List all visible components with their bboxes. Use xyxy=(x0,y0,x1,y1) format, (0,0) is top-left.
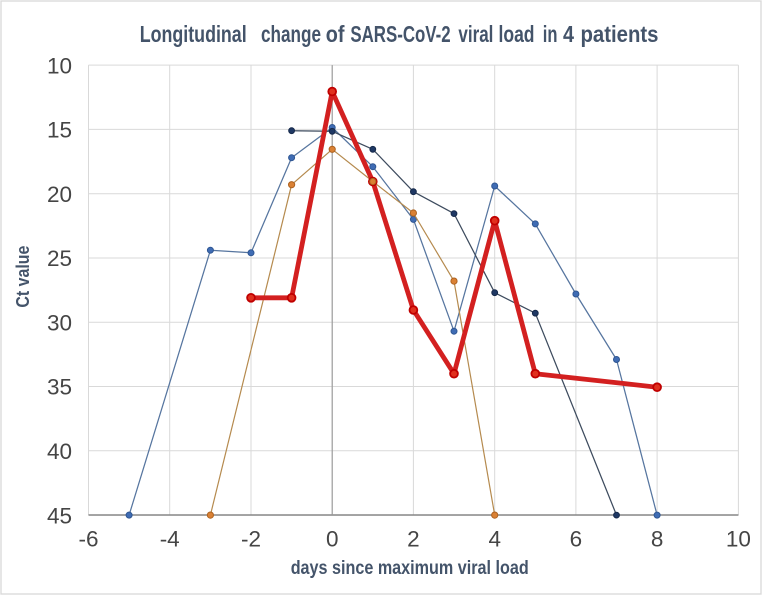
svg-text:days since maximum viral load: days since maximum viral load xyxy=(291,557,529,579)
svg-text:2: 2 xyxy=(407,527,420,552)
svg-text:8: 8 xyxy=(651,527,664,552)
svg-text:4: 4 xyxy=(488,527,501,552)
svg-text:10: 10 xyxy=(726,527,751,552)
svg-text:30: 30 xyxy=(47,310,72,335)
svg-text:45: 45 xyxy=(47,503,72,528)
svg-text:40: 40 xyxy=(47,439,72,464)
svg-text:-2: -2 xyxy=(241,527,261,552)
svg-text:10: 10 xyxy=(47,53,72,78)
svg-text:-6: -6 xyxy=(78,527,98,552)
svg-text:25: 25 xyxy=(47,246,72,271)
svg-text:35: 35 xyxy=(47,375,72,400)
svg-text:15: 15 xyxy=(47,118,72,143)
svg-text:20: 20 xyxy=(47,182,72,207)
svg-text:0: 0 xyxy=(326,527,339,552)
svg-text:-4: -4 xyxy=(160,527,180,552)
svg-text:6: 6 xyxy=(570,527,583,552)
svg-text:Ct value: Ct value xyxy=(12,246,33,308)
